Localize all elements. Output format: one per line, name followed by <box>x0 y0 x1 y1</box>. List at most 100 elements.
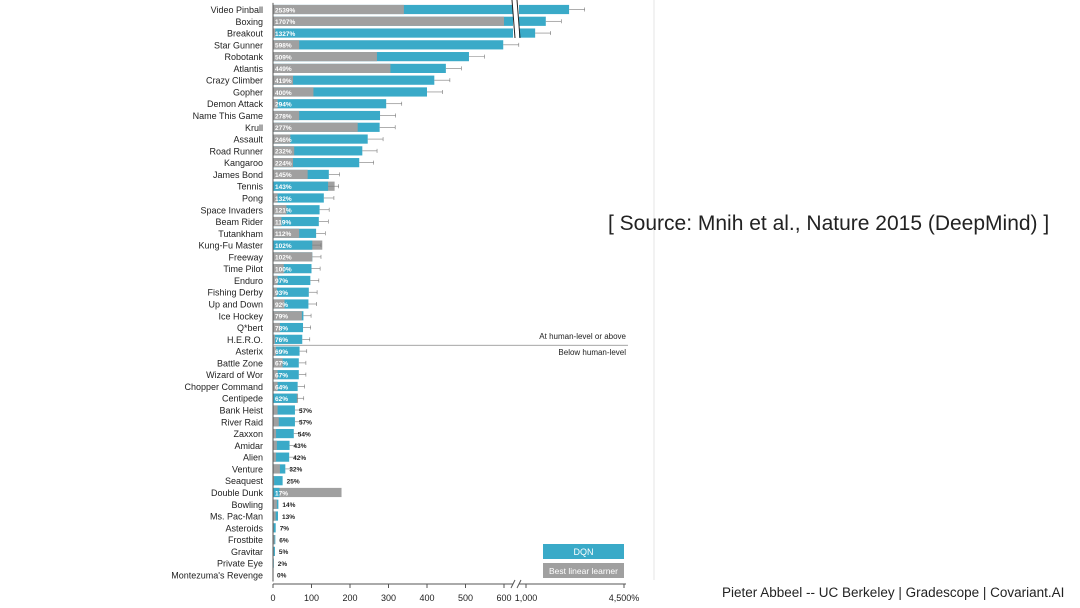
game-label: Alien <box>243 453 263 463</box>
legend-linear-swatch <box>543 563 624 578</box>
linear-bar <box>273 193 278 203</box>
game-label: Tutankham <box>218 229 263 239</box>
x-tick-label: 100 <box>304 593 319 603</box>
game-label: Demon Attack <box>207 99 264 109</box>
value-label: 69% <box>275 349 288 356</box>
dqn-bar <box>273 264 312 274</box>
x-tick-label: 0 <box>270 593 275 603</box>
game-label: Double Dunk <box>211 488 264 498</box>
game-label: Montezuma's Revenge <box>171 570 263 580</box>
dqn-bar <box>273 452 290 462</box>
dqn-bar <box>273 216 319 227</box>
value-label: 121% <box>275 208 292 215</box>
value-label: 598% <box>275 43 292 50</box>
game-label: Krull <box>245 123 263 133</box>
dqn-bar <box>273 322 304 333</box>
linear-bar <box>273 358 283 368</box>
value-label: 57% <box>299 408 312 415</box>
game-label: Chopper Command <box>184 382 263 392</box>
x-tick-label: 500 <box>458 593 473 603</box>
game-label: Pong <box>242 193 263 203</box>
dqn-bar <box>273 275 311 286</box>
dqn-bar <box>273 487 280 498</box>
value-label: 232% <box>275 149 292 156</box>
linear-bar <box>273 535 275 545</box>
game-label: Space Invaders <box>200 205 263 215</box>
value-label: 42% <box>293 455 306 462</box>
value-label: 92% <box>275 302 288 309</box>
dqn-bar <box>273 476 283 486</box>
value-label: 93% <box>275 290 288 297</box>
game-label: Enduro <box>234 276 263 286</box>
linear-bar <box>273 228 300 238</box>
x-tick-label: 4,500% <box>609 593 640 603</box>
linear-bar <box>273 52 377 62</box>
linear-bar <box>273 16 504 26</box>
dqn-bar <box>273 4 570 15</box>
game-label: Kung-Fu Master <box>198 241 263 251</box>
game-label: H.E.R.O. <box>227 335 263 345</box>
game-label: Bowling <box>231 500 263 510</box>
game-label: Zaxxon <box>233 429 263 439</box>
game-label: Private Eye <box>217 559 263 569</box>
dqn-bar <box>273 523 276 533</box>
value-label: 102% <box>275 243 292 250</box>
linear-bar <box>273 381 278 392</box>
annotation-above: At human-level or above <box>539 332 626 341</box>
game-label: Frostbite <box>228 535 263 545</box>
game-label: Star Gunner <box>214 40 263 50</box>
linear-bar <box>273 499 277 509</box>
linear-bar <box>273 452 277 462</box>
game-label: James Bond <box>213 170 263 180</box>
x-tick-label: 400 <box>419 593 434 603</box>
game-label: Ms. Pac-Man <box>210 512 263 522</box>
value-label: 54% <box>298 431 311 438</box>
x-axis-break-mark <box>510 579 516 589</box>
value-label: 57% <box>299 420 312 427</box>
game-label: Amidar <box>234 441 263 451</box>
game-label: Video Pinball <box>211 5 263 15</box>
value-label: 277% <box>275 125 292 132</box>
game-label: Venture <box>232 464 263 474</box>
game-label: Time Pilot <box>223 264 263 274</box>
game-label: Atlantis <box>233 64 263 74</box>
value-label: 1707% <box>275 19 295 26</box>
dqn-bar <box>273 440 290 450</box>
x-tick-label: 300 <box>381 593 396 603</box>
value-label: 0% <box>277 573 287 580</box>
linear-bar <box>273 122 358 132</box>
game-label: Q*bert <box>237 323 264 333</box>
dqn-bar <box>273 381 298 392</box>
dqn-bar <box>273 370 299 380</box>
value-label: 294% <box>275 102 292 109</box>
value-label: 2539% <box>275 7 295 14</box>
dqn-bar <box>273 546 275 556</box>
dqn-bar <box>273 99 387 109</box>
dqn-bar <box>273 146 363 156</box>
dqn-bar <box>273 134 368 144</box>
dqn-bar <box>273 287 309 297</box>
linear-bar <box>273 476 275 486</box>
dqn-bar <box>273 405 295 415</box>
linear-bar <box>273 216 282 227</box>
dqn-bar <box>273 193 324 203</box>
dqn-bar <box>273 87 427 97</box>
slide-footer: Pieter Abbeel -- UC Berkeley | Gradescop… <box>722 585 1065 600</box>
value-label: 7% <box>280 526 290 533</box>
value-label: 32% <box>289 467 302 474</box>
game-label: Assault <box>233 135 263 145</box>
value-label: 62% <box>275 396 288 403</box>
linear-bar <box>273 4 404 15</box>
dqn-bar <box>273 346 300 356</box>
value-label: 64% <box>275 384 288 391</box>
linear-bar <box>273 417 279 427</box>
value-label: 14% <box>282 502 295 509</box>
value-label: 6% <box>279 537 289 544</box>
value-label: 224% <box>275 160 292 167</box>
game-label: Battle Zone <box>217 358 263 368</box>
value-label: 43% <box>294 443 307 450</box>
value-label: 119% <box>275 219 291 226</box>
legend-dqn-label: DQN <box>574 547 594 557</box>
game-label: Crazy Climber <box>206 76 263 86</box>
